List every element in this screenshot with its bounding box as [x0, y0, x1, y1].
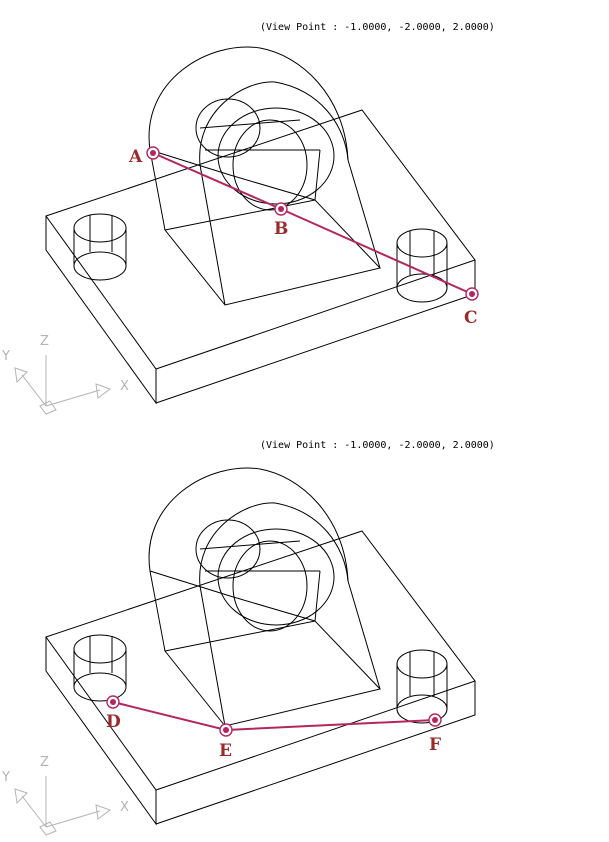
base-plate-front-left [45, 216, 157, 405]
point-b[interactable]: B [274, 202, 288, 239]
point-b-label: B [274, 219, 288, 239]
point-f-label: F [429, 735, 441, 755]
path-line [152, 152, 473, 295]
viewport-top[interactable]: (View Point : -1.0000, -2.0000, 2.0000) [0, 0, 609, 421]
path-line [112, 701, 436, 732]
part-wireframe [45, 467, 476, 826]
ucs-z-label: Z [40, 755, 49, 770]
point-d-label: D [106, 712, 121, 732]
ucs-y-label: Y [1, 770, 10, 785]
wireframe-view-top: (View Point : -1.0000, -2.0000, 2.0000) [1, 22, 495, 415]
path-abc: A B C [128, 146, 479, 328]
view-point-label: (View Point : -1.0000, -2.0000, 2.0000) [260, 440, 495, 451]
point-a[interactable]: A [128, 146, 160, 167]
ucs-y-label: Y [1, 349, 10, 364]
base-plate-top-face [45, 530, 476, 791]
point-e-label: E [219, 741, 232, 761]
wireframe-view-bottom: (View Point : -1.0000, -2.0000, 2.0000) [1, 440, 495, 836]
point-d[interactable]: D [106, 695, 121, 732]
pillar-bottom [164, 199, 381, 306]
point-c-label: C [464, 308, 478, 328]
part-wireframe [45, 46, 476, 405]
point-e[interactable]: E [219, 723, 233, 761]
view-point-label: (View Point : -1.0000, -2.0000, 2.0000) [260, 22, 495, 33]
viewport-bottom[interactable]: (View Point : -1.0000, -2.0000, 2.0000) [0, 421, 609, 842]
path-def: D E F [106, 695, 442, 761]
point-f[interactable]: F [428, 713, 442, 755]
base-plate-top-face [45, 109, 476, 370]
ucs-x-label: X [120, 800, 129, 815]
ucs-icon: Z X Y [1, 755, 129, 836]
ucs-icon: Z X Y [1, 334, 129, 415]
point-a-label: A [128, 147, 143, 167]
base-plate-front-right [155, 260, 476, 404]
ucs-z-label: Z [40, 334, 49, 349]
point-c[interactable]: C [464, 287, 479, 328]
ucs-x-label: X [120, 379, 129, 394]
